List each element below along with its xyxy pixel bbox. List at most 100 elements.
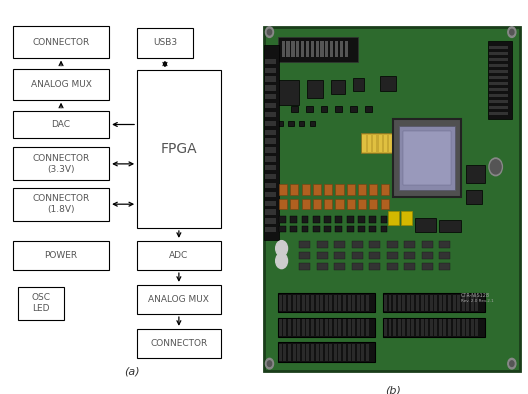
FancyBboxPatch shape <box>266 183 276 188</box>
FancyBboxPatch shape <box>137 329 221 358</box>
FancyBboxPatch shape <box>290 199 298 210</box>
FancyBboxPatch shape <box>306 295 309 311</box>
FancyBboxPatch shape <box>347 319 351 336</box>
FancyBboxPatch shape <box>335 199 344 210</box>
FancyBboxPatch shape <box>296 41 299 57</box>
FancyBboxPatch shape <box>381 216 388 223</box>
FancyBboxPatch shape <box>306 41 309 57</box>
FancyBboxPatch shape <box>345 41 348 57</box>
FancyBboxPatch shape <box>299 241 310 249</box>
FancyBboxPatch shape <box>316 344 318 361</box>
Circle shape <box>508 27 516 37</box>
FancyBboxPatch shape <box>324 226 331 232</box>
Text: ADC: ADC <box>169 251 188 260</box>
FancyBboxPatch shape <box>13 188 109 221</box>
FancyBboxPatch shape <box>466 319 469 336</box>
FancyBboxPatch shape <box>489 52 508 55</box>
FancyBboxPatch shape <box>430 319 432 336</box>
FancyBboxPatch shape <box>278 342 374 362</box>
FancyBboxPatch shape <box>320 106 327 112</box>
FancyBboxPatch shape <box>416 319 419 336</box>
Circle shape <box>276 241 288 256</box>
FancyBboxPatch shape <box>462 319 465 336</box>
FancyBboxPatch shape <box>325 344 328 361</box>
FancyBboxPatch shape <box>325 295 328 311</box>
FancyBboxPatch shape <box>266 201 276 206</box>
FancyBboxPatch shape <box>444 295 446 311</box>
Text: (a): (a) <box>124 366 140 376</box>
FancyBboxPatch shape <box>487 41 512 119</box>
FancyBboxPatch shape <box>335 184 344 195</box>
FancyBboxPatch shape <box>288 121 294 126</box>
FancyBboxPatch shape <box>266 94 276 100</box>
Text: ANALOG MUX: ANALOG MUX <box>148 295 209 304</box>
Circle shape <box>508 359 516 369</box>
FancyBboxPatch shape <box>489 100 508 103</box>
FancyBboxPatch shape <box>352 252 363 259</box>
FancyBboxPatch shape <box>358 216 365 223</box>
FancyBboxPatch shape <box>297 344 300 361</box>
FancyBboxPatch shape <box>383 293 485 312</box>
Circle shape <box>276 253 288 269</box>
FancyBboxPatch shape <box>334 295 337 311</box>
FancyBboxPatch shape <box>266 174 276 179</box>
FancyBboxPatch shape <box>293 319 296 336</box>
FancyBboxPatch shape <box>369 241 381 249</box>
FancyBboxPatch shape <box>370 199 378 210</box>
FancyBboxPatch shape <box>444 319 446 336</box>
Circle shape <box>266 359 274 369</box>
FancyBboxPatch shape <box>452 295 456 311</box>
FancyBboxPatch shape <box>358 199 366 210</box>
FancyBboxPatch shape <box>489 76 508 79</box>
FancyBboxPatch shape <box>403 131 451 184</box>
FancyBboxPatch shape <box>278 80 299 105</box>
FancyBboxPatch shape <box>347 216 354 223</box>
FancyBboxPatch shape <box>411 295 414 311</box>
Circle shape <box>510 361 514 366</box>
FancyBboxPatch shape <box>316 295 318 311</box>
FancyBboxPatch shape <box>287 41 290 57</box>
FancyBboxPatch shape <box>279 319 282 336</box>
Text: ANALOG MUX: ANALOG MUX <box>31 80 91 89</box>
FancyBboxPatch shape <box>266 121 276 126</box>
FancyBboxPatch shape <box>324 184 332 195</box>
FancyBboxPatch shape <box>402 319 405 336</box>
FancyBboxPatch shape <box>489 88 508 91</box>
Text: DAC: DAC <box>52 120 71 129</box>
FancyBboxPatch shape <box>306 319 309 336</box>
FancyBboxPatch shape <box>439 241 450 249</box>
FancyBboxPatch shape <box>439 220 460 232</box>
FancyBboxPatch shape <box>350 106 357 112</box>
FancyBboxPatch shape <box>352 241 363 249</box>
FancyBboxPatch shape <box>489 94 508 97</box>
FancyBboxPatch shape <box>266 130 276 135</box>
FancyBboxPatch shape <box>448 319 451 336</box>
FancyBboxPatch shape <box>361 133 437 153</box>
FancyBboxPatch shape <box>311 344 314 361</box>
Text: USB3: USB3 <box>153 39 177 47</box>
FancyBboxPatch shape <box>324 216 331 223</box>
FancyBboxPatch shape <box>373 135 376 152</box>
FancyBboxPatch shape <box>329 344 332 361</box>
FancyBboxPatch shape <box>395 135 398 152</box>
FancyBboxPatch shape <box>266 76 276 82</box>
FancyBboxPatch shape <box>352 263 363 269</box>
FancyBboxPatch shape <box>290 216 297 223</box>
FancyBboxPatch shape <box>466 190 482 204</box>
FancyBboxPatch shape <box>369 263 381 269</box>
FancyBboxPatch shape <box>311 295 314 311</box>
FancyBboxPatch shape <box>329 295 332 311</box>
FancyBboxPatch shape <box>299 263 310 269</box>
FancyBboxPatch shape <box>317 263 328 269</box>
FancyBboxPatch shape <box>291 106 298 112</box>
FancyBboxPatch shape <box>471 319 474 336</box>
FancyBboxPatch shape <box>290 184 298 195</box>
FancyBboxPatch shape <box>310 121 315 126</box>
FancyBboxPatch shape <box>266 218 276 223</box>
FancyBboxPatch shape <box>316 319 318 336</box>
FancyBboxPatch shape <box>389 319 391 336</box>
FancyBboxPatch shape <box>439 263 450 269</box>
Text: Rev. 2.0 Rev.2.1: Rev. 2.0 Rev.2.1 <box>460 299 493 303</box>
FancyBboxPatch shape <box>334 263 345 269</box>
FancyBboxPatch shape <box>448 295 451 311</box>
